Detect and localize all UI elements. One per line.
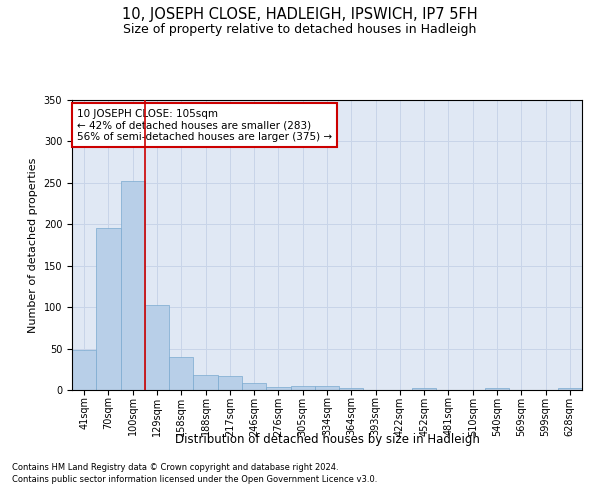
- Y-axis label: Number of detached properties: Number of detached properties: [28, 158, 38, 332]
- Bar: [558, 388, 582, 390]
- Bar: [145, 306, 169, 390]
- Bar: [266, 386, 290, 390]
- Bar: [315, 386, 339, 390]
- Bar: [72, 350, 96, 390]
- Bar: [290, 386, 315, 390]
- Bar: [242, 382, 266, 390]
- Bar: [169, 357, 193, 390]
- Bar: [96, 228, 121, 390]
- Text: Contains public sector information licensed under the Open Government Licence v3: Contains public sector information licen…: [12, 475, 377, 484]
- Text: 10 JOSEPH CLOSE: 105sqm
← 42% of detached houses are smaller (283)
56% of semi-d: 10 JOSEPH CLOSE: 105sqm ← 42% of detache…: [77, 108, 332, 142]
- Text: 10, JOSEPH CLOSE, HADLEIGH, IPSWICH, IP7 5FH: 10, JOSEPH CLOSE, HADLEIGH, IPSWICH, IP7…: [122, 8, 478, 22]
- Bar: [193, 375, 218, 390]
- Text: Size of property relative to detached houses in Hadleigh: Size of property relative to detached ho…: [124, 22, 476, 36]
- Text: Distribution of detached houses by size in Hadleigh: Distribution of detached houses by size …: [175, 432, 479, 446]
- Text: Contains HM Land Registry data © Crown copyright and database right 2024.: Contains HM Land Registry data © Crown c…: [12, 464, 338, 472]
- Bar: [218, 376, 242, 390]
- Bar: [339, 388, 364, 390]
- Bar: [485, 388, 509, 390]
- Bar: [412, 388, 436, 390]
- Bar: [121, 181, 145, 390]
